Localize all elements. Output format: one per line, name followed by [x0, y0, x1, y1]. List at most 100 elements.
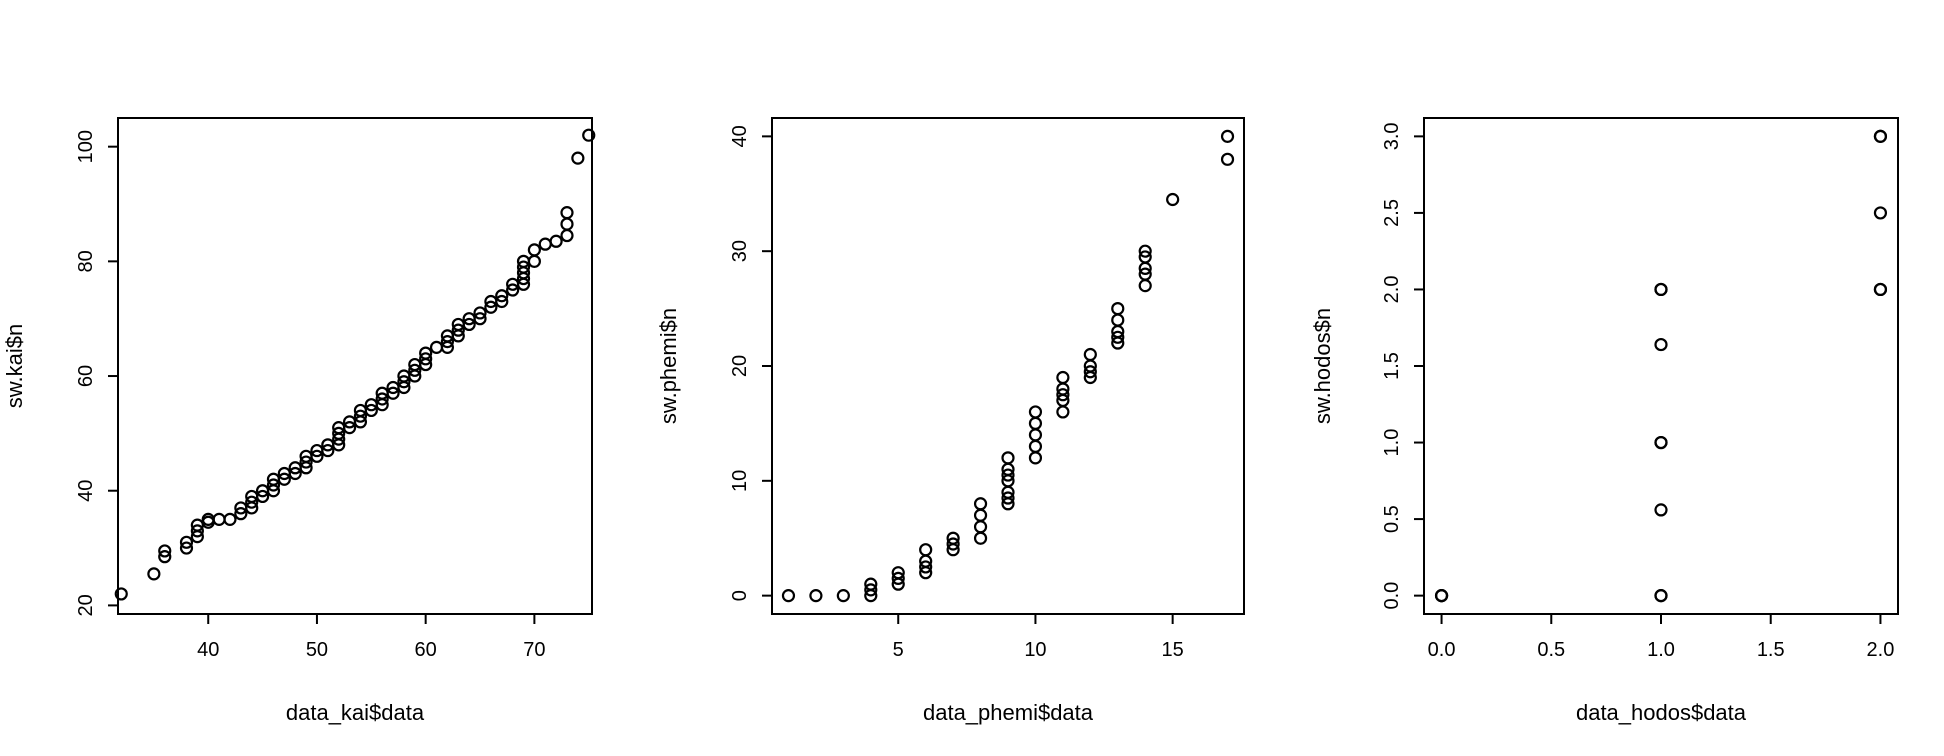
y-tick-label: 0.0 [1381, 582, 1403, 610]
data-point-phemi [1083, 347, 1097, 362]
data-point-kai [527, 254, 541, 268]
data-point-kai [266, 478, 281, 492]
data-point-hodos [1873, 206, 1888, 220]
data-point-phemi [1111, 301, 1125, 316]
y-tick-label: 2.0 [1381, 276, 1403, 304]
data-point-phemi [1138, 250, 1152, 264]
x-tick-label: 40 [197, 639, 219, 661]
plot-frame [1423, 117, 1899, 615]
data-point-kai [516, 260, 531, 274]
data-point-kai [223, 512, 237, 526]
y-tick-label: 30 [729, 240, 751, 262]
panel-kai: 40 50 60 70 20 40 60 80 100 data_kai$data sw.kai$n [2, 117, 596, 725]
data-point-kai [114, 587, 128, 601]
data-point-phemi [973, 508, 988, 522]
data-point-kai [364, 403, 378, 418]
data-point-phemi [1028, 428, 1043, 442]
y-tick-label: 20 [75, 594, 97, 616]
y-axis-title: sw.kai$n [2, 324, 27, 408]
data-point-hodos [1654, 589, 1668, 603]
data-point-phemi [1138, 267, 1152, 281]
data-point-phemi [1056, 370, 1070, 385]
data-point-kai [462, 317, 476, 332]
x-tick-label: 60 [415, 639, 437, 661]
data-point-kai [332, 426, 346, 440]
data-point-phemi [1001, 491, 1015, 505]
y-tick-label: 40 [75, 480, 97, 502]
data-point-kai [386, 386, 400, 400]
data-point-kai [538, 237, 552, 251]
x-tick-label: 2.0 [1867, 639, 1895, 661]
data-point-kai [571, 151, 585, 165]
data-point-phemi [973, 531, 988, 545]
y-tick-label: 40 [729, 125, 751, 147]
data-point-kai [245, 495, 259, 509]
data-point-kai [310, 449, 324, 463]
data-point-kai [429, 340, 444, 354]
y-tick-label: 2.5 [1381, 199, 1403, 227]
data-point-kai [212, 512, 226, 526]
panel-phemi: 5 10 15 0 10 20 30 40 data_phemi$data sw.phemi$n [656, 117, 1245, 725]
data-point-kai [353, 409, 368, 423]
y-tick-label: 1.0 [1381, 429, 1403, 457]
data-point-phemi [973, 497, 988, 511]
data-point-phemi [864, 583, 878, 597]
x-tick-label: 0.5 [1537, 639, 1565, 661]
data-point-kai [255, 489, 270, 504]
data-point-kai [484, 300, 498, 314]
data-point-hodos [1654, 282, 1668, 297]
data-point-phemi [1056, 405, 1070, 419]
data-point-phemi [809, 589, 823, 603]
data-point-kai [179, 541, 194, 555]
y-tick-label: 80 [75, 250, 97, 272]
x-tick-label: 0.0 [1428, 639, 1456, 661]
x-tick-label: 5 [893, 639, 904, 661]
x-tick-label: 70 [523, 639, 545, 661]
y-tick-label: 60 [75, 365, 97, 387]
y-tick-label: 3.0 [1381, 122, 1403, 150]
x-axis-title: data_phemi$data [923, 700, 1094, 725]
data-point-phemi [1028, 416, 1043, 431]
panel-hodos: 0.0 0.5 1.0 1.5 2.0 0.0 0.5 1.0 1.5 2.0 2.5 3.0 data… [1310, 117, 1899, 725]
data-point-hodos [1654, 503, 1668, 517]
data-point-phemi [891, 571, 905, 586]
data-point-kai [158, 550, 172, 564]
y-axis-title: sw.phemi$n [656, 308, 681, 424]
plot-frame [771, 117, 1245, 615]
data-point-kai [299, 455, 313, 469]
data-point-kai [321, 443, 335, 458]
y-tick-label: 1.5 [1381, 352, 1403, 380]
data-point-hodos [1434, 589, 1449, 603]
data-point-kai [495, 294, 509, 309]
data-point-kai [397, 375, 411, 389]
data-point-kai [560, 228, 574, 243]
data-point-phemi [1001, 451, 1015, 465]
data-point-kai [440, 335, 455, 349]
data-point-kai [506, 283, 520, 297]
plot-frame [117, 117, 593, 615]
data-point-phemi [1166, 192, 1180, 207]
data-point-kai [419, 352, 433, 366]
data-point-kai [582, 128, 596, 142]
data-point-hodos [1654, 337, 1668, 352]
y-tick-label: 100 [75, 130, 97, 163]
data-point-kai [190, 524, 204, 538]
data-point-phemi [864, 577, 878, 591]
x-tick-label: 1.0 [1647, 639, 1675, 661]
data-point-phemi [946, 531, 960, 545]
x-tick-label: 10 [1024, 639, 1046, 661]
x-axis-title: data_kai$data [286, 700, 425, 725]
data-point-kai [179, 535, 194, 549]
data-point-phemi [836, 589, 850, 603]
y-axis-title: sw.hodos$n [1310, 308, 1335, 424]
data-point-phemi [1001, 468, 1015, 482]
data-point-phemi [1138, 244, 1152, 258]
data-point-kai [375, 392, 389, 406]
data-point-phemi [946, 537, 960, 551]
data-point-kai [473, 312, 487, 326]
data-point-phemi [891, 566, 905, 580]
data-point-phemi [1083, 365, 1097, 379]
data-point-phemi [1220, 129, 1235, 143]
y-tick-label: 20 [729, 355, 751, 377]
data-point-hodos [1873, 282, 1888, 297]
